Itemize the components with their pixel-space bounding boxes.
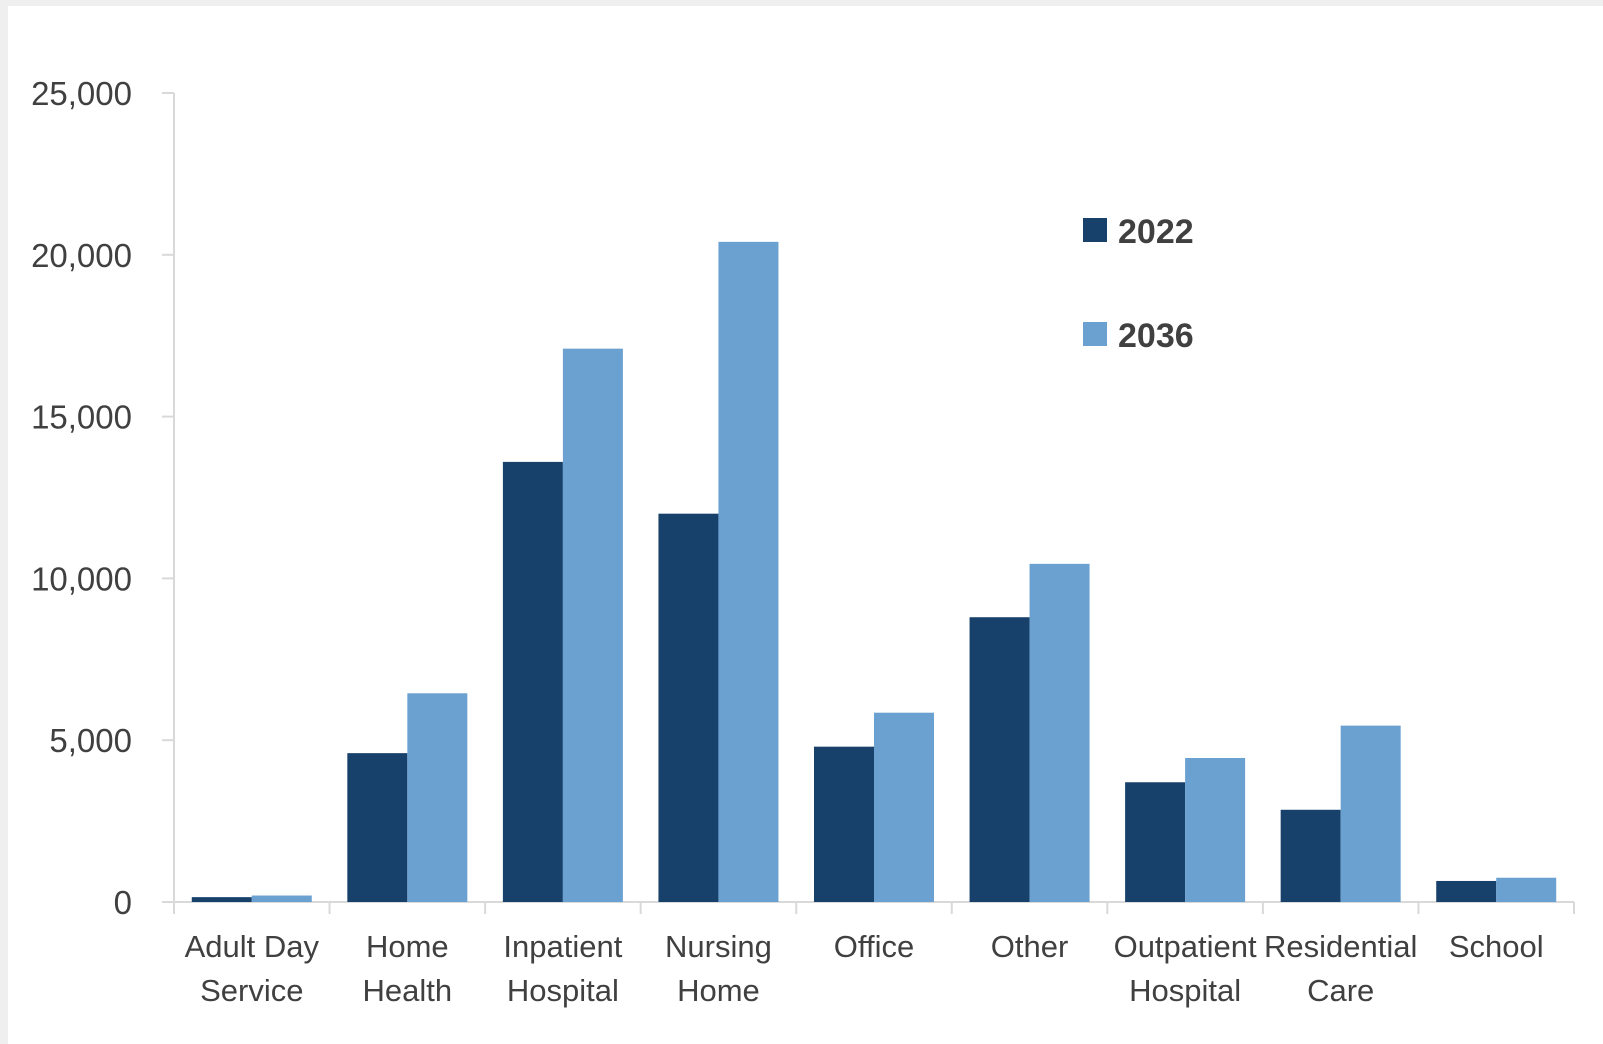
x-category-label: Office bbox=[834, 929, 914, 964]
x-category-label: Home bbox=[677, 973, 760, 1008]
bar-2022-6 bbox=[1125, 782, 1186, 902]
y-tick-label: 10,000 bbox=[31, 560, 132, 597]
legend: 2022 2036 bbox=[1083, 213, 1194, 355]
x-category-label: Health bbox=[363, 973, 453, 1008]
x-category-label: Residential bbox=[1264, 929, 1417, 964]
labels: 0 5,000 10,000 15,000 20,000 25,000 Adult Day S… bbox=[31, 75, 1544, 1008]
bar-2036-8 bbox=[1496, 877, 1557, 902]
bar-2022-2 bbox=[502, 461, 563, 902]
bar-2022-1 bbox=[347, 753, 408, 902]
bar-2022-8 bbox=[1436, 880, 1497, 902]
x-category-label: Service bbox=[200, 973, 303, 1008]
bar-2022-0 bbox=[191, 897, 252, 902]
y-tick-label: 20,000 bbox=[31, 237, 132, 274]
bar-2036-5 bbox=[1029, 563, 1090, 902]
x-category-label: Outpatient bbox=[1114, 929, 1257, 964]
y-tick-label: 25,000 bbox=[31, 75, 132, 112]
x-category-label: Hospital bbox=[1129, 973, 1241, 1008]
bar-2036-0 bbox=[251, 895, 312, 902]
y-tick-label: 5,000 bbox=[49, 722, 132, 759]
y-tick-label: 15,000 bbox=[31, 399, 132, 436]
bar-2036-4 bbox=[874, 712, 934, 902]
bar-2022-4 bbox=[814, 746, 874, 902]
bar-2022-7 bbox=[1280, 809, 1341, 902]
y-tick-label: 0 bbox=[114, 884, 132, 921]
bar-2036-7 bbox=[1340, 725, 1401, 902]
x-category-label: Care bbox=[1307, 973, 1374, 1008]
x-category-label: Adult Day bbox=[185, 929, 320, 964]
x-category-label: School bbox=[1449, 929, 1544, 964]
bar-2022-5 bbox=[969, 617, 1030, 902]
x-category-label: Nursing bbox=[665, 929, 772, 964]
bar-2036-2 bbox=[562, 348, 623, 902]
x-category-label: Hospital bbox=[507, 973, 619, 1008]
bars bbox=[191, 241, 1557, 902]
legend-swatch-2022 bbox=[1083, 218, 1107, 242]
legend-label: 2022 bbox=[1118, 213, 1194, 251]
bar-2036-3 bbox=[718, 241, 779, 902]
bar-2036-6 bbox=[1185, 757, 1246, 902]
bar-2036-1 bbox=[407, 693, 468, 902]
bar-2022-3 bbox=[658, 513, 719, 902]
x-category-label: Other bbox=[991, 929, 1069, 964]
legend-label: 2036 bbox=[1118, 317, 1194, 355]
legend-swatch-2036 bbox=[1083, 322, 1107, 346]
x-category-label: Home bbox=[366, 929, 449, 964]
x-category-label: Inpatient bbox=[503, 929, 622, 964]
